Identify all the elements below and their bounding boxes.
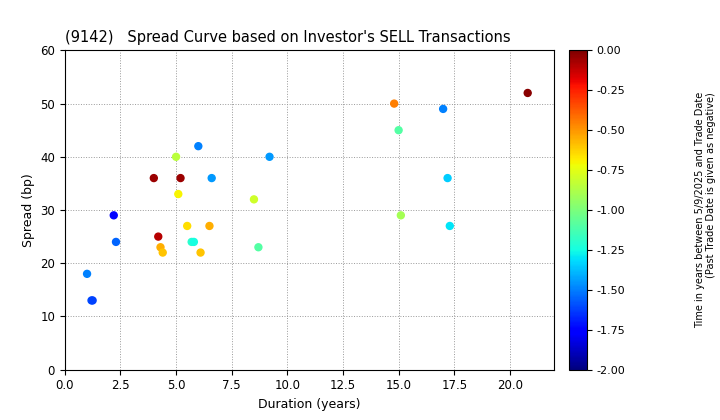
X-axis label: Duration (years): Duration (years): [258, 398, 361, 411]
Point: [148, 175, 160, 181]
Point: [444, 223, 456, 229]
Point: [110, 239, 122, 245]
Point: [204, 223, 215, 229]
Text: Time in years between 5/9/2025 and Trade Date
(Past Trade Date is given as negat: Time in years between 5/9/2025 and Trade…: [695, 92, 716, 328]
Point: [442, 175, 454, 181]
Point: [195, 249, 207, 256]
Point: [188, 239, 199, 245]
Y-axis label: Spread (bp): Spread (bp): [22, 173, 35, 247]
Point: [186, 239, 197, 245]
Point: [437, 105, 449, 112]
Point: [393, 127, 405, 134]
Point: [153, 233, 164, 240]
Point: [181, 223, 193, 229]
Point: [264, 153, 275, 160]
Point: [87, 297, 99, 304]
Point: [206, 175, 217, 181]
Point: [173, 191, 184, 197]
Point: [253, 244, 264, 251]
Point: [171, 153, 182, 160]
Point: [192, 143, 204, 150]
Text: (9142)   Spread Curve based on Investor's SELL Transactions: (9142) Spread Curve based on Investor's …: [65, 30, 510, 45]
Point: [248, 196, 260, 203]
Point: [108, 212, 120, 219]
Point: [81, 270, 93, 277]
Point: [175, 175, 186, 181]
Point: [86, 297, 97, 304]
Point: [157, 249, 168, 256]
Point: [388, 100, 400, 107]
Point: [522, 89, 534, 96]
Point: [395, 212, 407, 219]
Point: [155, 244, 166, 251]
